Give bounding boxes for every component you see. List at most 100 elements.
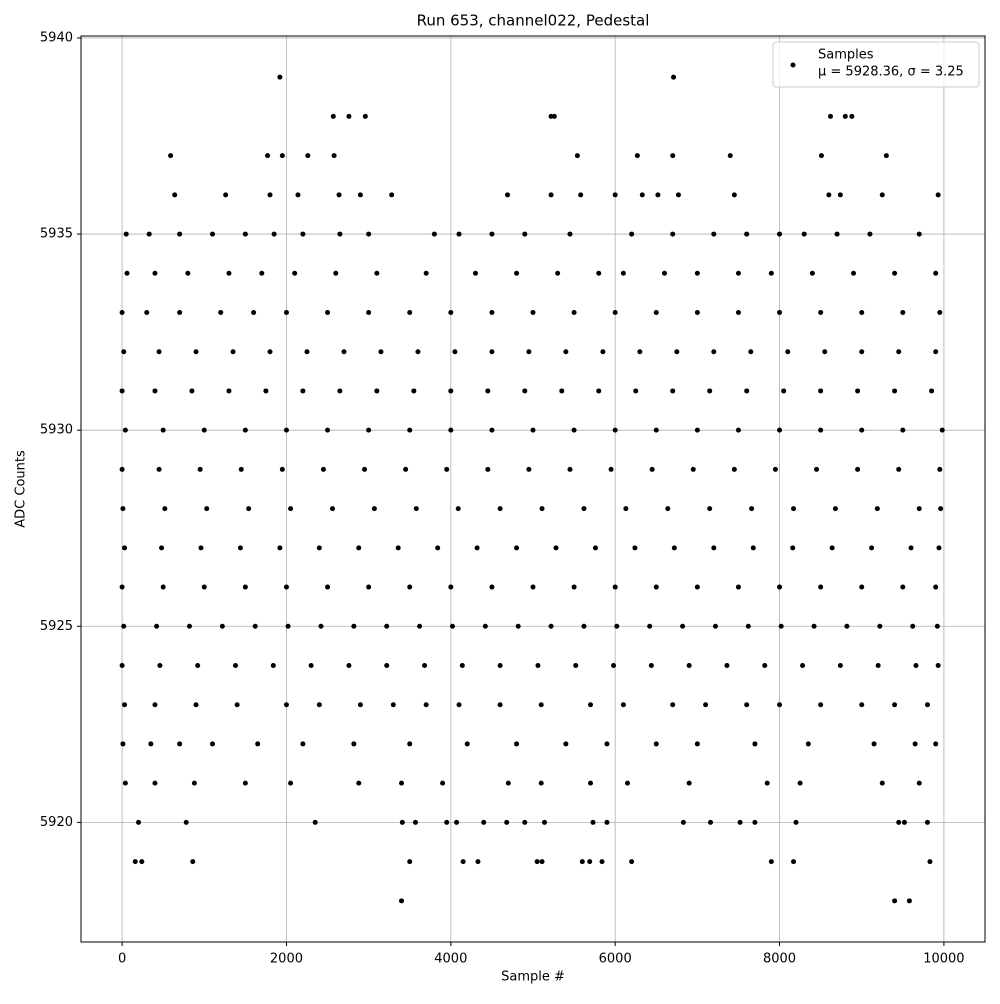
point (711, 545, 717, 551)
point (859, 584, 865, 590)
point (574, 153, 580, 159)
point (325, 584, 331, 590)
point (587, 859, 593, 865)
x-tick-label: 8000 (763, 952, 796, 967)
point (122, 780, 128, 786)
point (316, 702, 322, 708)
point (647, 623, 653, 629)
point (279, 466, 285, 472)
x-tick-label: 2000 (270, 952, 303, 967)
point (538, 780, 544, 786)
point (538, 702, 544, 708)
point (431, 231, 437, 237)
point (177, 741, 183, 747)
point (535, 662, 541, 668)
point (901, 819, 907, 825)
point (588, 780, 594, 786)
point (744, 388, 750, 394)
point (366, 231, 372, 237)
point (539, 859, 545, 865)
point (818, 702, 824, 708)
point (694, 270, 700, 276)
point (209, 741, 215, 747)
point (875, 662, 881, 668)
point (590, 819, 596, 825)
point (777, 584, 783, 590)
point (859, 427, 865, 433)
chart-title: Run 653, channel022, Pedestal (417, 12, 650, 30)
point (634, 153, 640, 159)
point (826, 192, 832, 198)
point (859, 310, 865, 316)
point (614, 623, 620, 629)
point (818, 388, 824, 394)
point (599, 859, 605, 865)
point (201, 584, 207, 590)
point (341, 349, 347, 355)
y-tick-label: 5935 (40, 227, 73, 242)
point (762, 662, 768, 668)
point (351, 741, 357, 747)
point (933, 349, 939, 355)
point (514, 270, 520, 276)
point (791, 859, 797, 865)
point (300, 741, 306, 747)
point (929, 388, 935, 394)
point (633, 388, 639, 394)
point (448, 388, 454, 394)
point (366, 584, 372, 590)
point (300, 388, 306, 394)
point (197, 466, 203, 472)
point (456, 702, 462, 708)
point (623, 506, 629, 512)
point (935, 192, 941, 198)
point (694, 427, 700, 433)
point (611, 662, 617, 668)
point (122, 545, 128, 551)
point (277, 74, 283, 80)
point (604, 819, 610, 825)
legend-marker (790, 62, 796, 68)
point (226, 388, 232, 394)
point (246, 506, 252, 512)
point (195, 662, 201, 668)
point (185, 270, 191, 276)
point (223, 192, 229, 198)
point (822, 349, 828, 355)
point (279, 153, 285, 159)
point (413, 506, 419, 512)
point (378, 349, 384, 355)
point (703, 702, 709, 708)
point (632, 545, 638, 551)
point (218, 310, 224, 316)
point (809, 270, 815, 276)
point (144, 310, 150, 316)
point (912, 741, 918, 747)
point (300, 231, 306, 237)
point (571, 584, 577, 590)
point (156, 349, 162, 355)
point (867, 231, 873, 237)
point (346, 662, 352, 668)
point (423, 702, 429, 708)
point (399, 898, 405, 904)
point (600, 349, 606, 355)
point (395, 545, 401, 551)
point (933, 584, 939, 590)
point (489, 427, 495, 433)
point (648, 662, 654, 668)
point (312, 819, 318, 825)
point (879, 780, 885, 786)
x-tick-label: 0 (118, 952, 126, 967)
point (288, 506, 294, 512)
point (752, 819, 758, 825)
point (242, 584, 248, 590)
point (671, 545, 677, 551)
point (805, 741, 811, 747)
point (526, 466, 532, 472)
point (444, 466, 450, 472)
point (744, 231, 750, 237)
point (201, 427, 207, 433)
y-tick-label: 5925 (40, 619, 73, 634)
point (625, 780, 631, 786)
